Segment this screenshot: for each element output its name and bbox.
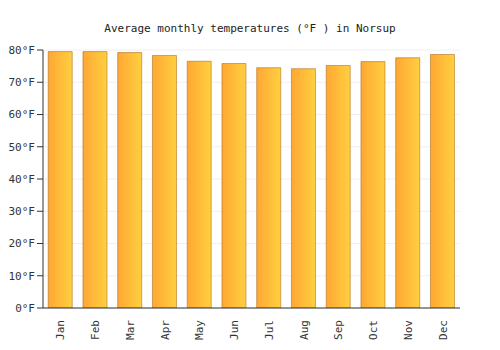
svg-text:May: May [193, 320, 206, 340]
svg-text:Jun: Jun [228, 320, 241, 340]
svg-text:0°F: 0°F [15, 302, 35, 315]
svg-text:Dec: Dec [437, 320, 450, 340]
svg-text:60°F: 60°F [9, 108, 36, 121]
svg-text:Oct: Oct [367, 320, 380, 340]
svg-text:Jul: Jul [263, 320, 276, 340]
svg-text:Jan: Jan [54, 320, 67, 340]
svg-text:Mar: Mar [124, 320, 137, 340]
svg-text:Aug: Aug [298, 320, 311, 340]
svg-text:70°F: 70°F [9, 76, 36, 89]
svg-text:40°F: 40°F [9, 173, 36, 186]
svg-text:10°F: 10°F [9, 270, 36, 283]
svg-text:20°F: 20°F [9, 237, 36, 250]
svg-text:Apr: Apr [159, 320, 172, 340]
svg-text:80°F: 80°F [9, 44, 36, 57]
svg-text:Sep: Sep [332, 320, 345, 340]
svg-text:50°F: 50°F [9, 141, 36, 154]
svg-text:Nov: Nov [402, 320, 415, 340]
svg-text:Feb: Feb [89, 320, 102, 340]
svg-text:30°F: 30°F [9, 205, 36, 218]
html-text:Average monthly temperatures (: Average monthly temperatures (°F ) in No… [104, 22, 396, 35]
